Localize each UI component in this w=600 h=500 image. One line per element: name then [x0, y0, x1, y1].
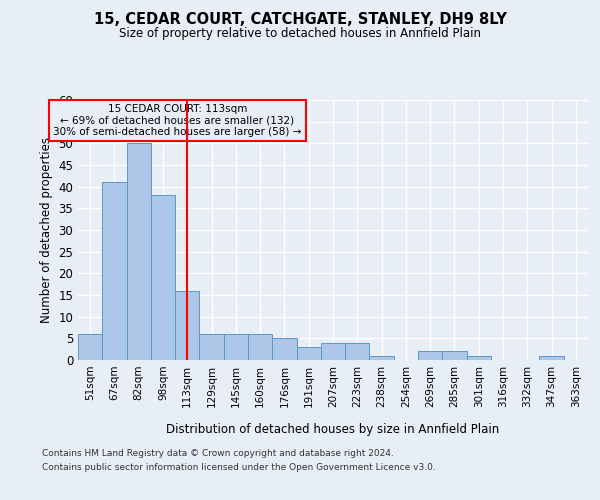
- Bar: [296, 347, 321, 360]
- Bar: [78, 334, 102, 360]
- Text: Distribution of detached houses by size in Annfield Plain: Distribution of detached houses by size …: [166, 422, 500, 436]
- Bar: [442, 352, 467, 360]
- Bar: [539, 356, 564, 360]
- Text: Contains HM Land Registry data © Crown copyright and database right 2024.: Contains HM Land Registry data © Crown c…: [42, 448, 394, 458]
- Bar: [418, 352, 442, 360]
- Bar: [127, 144, 151, 360]
- Y-axis label: Number of detached properties: Number of detached properties: [40, 137, 53, 323]
- Text: Contains public sector information licensed under the Open Government Licence v3: Contains public sector information licen…: [42, 464, 436, 472]
- Bar: [151, 196, 175, 360]
- Bar: [370, 356, 394, 360]
- Bar: [248, 334, 272, 360]
- Bar: [224, 334, 248, 360]
- Bar: [272, 338, 296, 360]
- Bar: [467, 356, 491, 360]
- Bar: [345, 342, 370, 360]
- Text: 15, CEDAR COURT, CATCHGATE, STANLEY, DH9 8LY: 15, CEDAR COURT, CATCHGATE, STANLEY, DH9…: [94, 12, 506, 28]
- Bar: [102, 182, 127, 360]
- Bar: [199, 334, 224, 360]
- Text: 15 CEDAR COURT: 113sqm
← 69% of detached houses are smaller (132)
30% of semi-de: 15 CEDAR COURT: 113sqm ← 69% of detached…: [53, 104, 302, 137]
- Bar: [175, 290, 199, 360]
- Text: Size of property relative to detached houses in Annfield Plain: Size of property relative to detached ho…: [119, 28, 481, 40]
- Bar: [321, 342, 345, 360]
